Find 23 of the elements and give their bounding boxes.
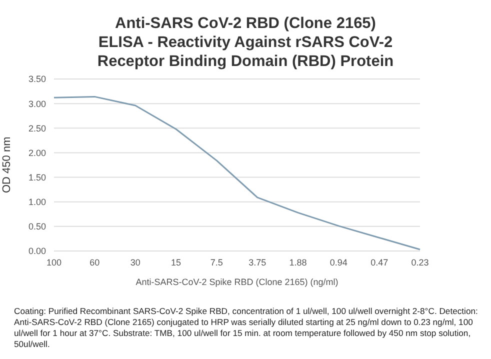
y-tick-label: 0.50 bbox=[28, 222, 46, 232]
chart-title: Anti-SARS CoV-2 RBD (Clone 2165) ELISA - Reactivity Against rSARS CoV-2 Receptor Binding Domain (RBD) Protein bbox=[96, 14, 395, 71]
x-tick-label: 0.23 bbox=[411, 257, 429, 268]
x-tick-label: 0.47 bbox=[370, 257, 388, 268]
y-tick-label: 1.00 bbox=[28, 197, 46, 208]
y-tick-label: 2.00 bbox=[28, 148, 46, 158]
x-tick-label: 7.5 bbox=[210, 257, 223, 268]
y-tick-label: 0.00 bbox=[28, 246, 46, 256]
x-tick-label: 30 bbox=[130, 257, 140, 268]
y-axis-title: OD 450 nm bbox=[0, 136, 13, 193]
x-tick-label: 0.94 bbox=[330, 257, 348, 268]
x-tick-label: 60 bbox=[90, 257, 100, 268]
y-tick-label: 2.50 bbox=[28, 123, 46, 134]
x-tick-label: 100 bbox=[46, 257, 62, 268]
x-tick-label: 15 bbox=[170, 257, 182, 268]
y-tick-label: 3.50 bbox=[28, 74, 46, 84]
line-series bbox=[53, 96, 421, 250]
text: Coating: Purified Recombinant SARS-CoV-2 Spike RBD, concentration of 1 ul/well, 100 ul/well overnight 2-8°C. Detection: Anti-SARS-CoV-2 RBD (Clone 2165) conjugated to HRP was serially diluted starting at 25 ng/ml down to 0.23 ng/ml, 100 ul/well for 1 hour at 37°C. Substrate: TMB, 100 ul/well for 15 min. at room temperature followed by 450 nm stop solution, 50ul/well. bbox=[14, 306, 479, 350]
y-tick-label: 1.50 bbox=[28, 172, 46, 182]
x-tick-label: 1.88 bbox=[289, 257, 307, 268]
x-axis-title: Anti-SARS-CoV-2 Spike RBD (Clone 2165) (ng/ml) bbox=[136, 277, 338, 287]
y-tick-label: 3.00 bbox=[28, 98, 46, 109]
x-tick-label: 3.75 bbox=[248, 257, 266, 268]
